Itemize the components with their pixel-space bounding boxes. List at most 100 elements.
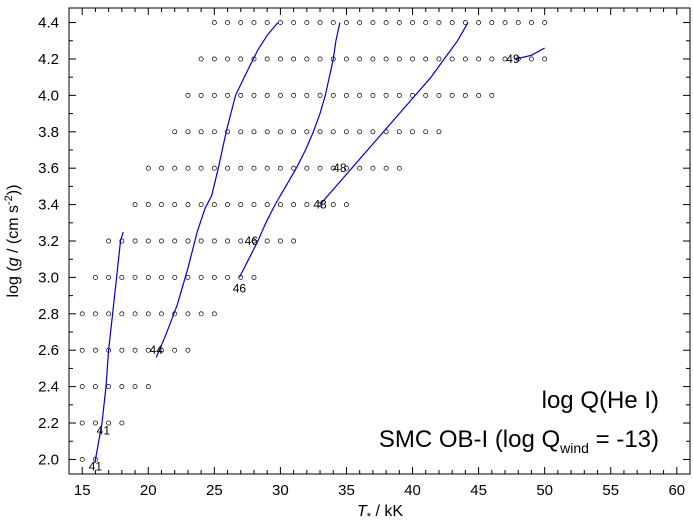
contour-label: 41	[89, 460, 103, 474]
grid-point	[238, 165, 244, 171]
grid-point	[92, 384, 98, 390]
grid-point	[489, 56, 495, 62]
grid-point	[211, 20, 217, 26]
grid-point	[370, 20, 376, 26]
y-tick-label: 2.6	[38, 342, 59, 359]
grid-point	[291, 238, 297, 244]
annotation-line1: log Q(He I)	[542, 387, 659, 414]
grid-point	[238, 92, 244, 98]
annotation-line2-sub: wind	[559, 440, 589, 456]
grid-point	[344, 56, 349, 62]
grid-point	[119, 384, 125, 390]
grid-point	[211, 92, 217, 98]
grid-point	[423, 20, 429, 26]
grid-point	[92, 420, 98, 426]
contour-line-49	[515, 47, 545, 60]
grid-point	[225, 92, 231, 98]
grid-point	[225, 238, 231, 244]
grid-point	[145, 384, 151, 390]
grid-point	[119, 311, 125, 317]
x-tick-label: 35	[338, 482, 355, 499]
grid-point	[264, 238, 270, 244]
grid-point	[238, 20, 244, 26]
grid-point	[106, 420, 112, 426]
grid-point	[238, 129, 244, 135]
y-tick-label: 3.0	[38, 269, 59, 286]
grid-point	[344, 202, 349, 208]
grid-point	[106, 384, 112, 390]
grid-point	[291, 20, 297, 26]
grid-point	[145, 274, 151, 280]
grid-point	[159, 274, 164, 280]
grid-point	[410, 20, 415, 26]
grid-point	[185, 238, 191, 244]
grid-point	[357, 20, 363, 26]
grid-point	[357, 165, 363, 171]
contour-line-41	[94, 231, 124, 464]
grid-point	[79, 456, 85, 462]
grid-point	[277, 92, 283, 98]
grid-point	[383, 92, 389, 98]
y-tick-label: 3.8	[38, 124, 59, 141]
y-tick-label: 4.0	[38, 87, 59, 104]
grid-point	[251, 92, 257, 98]
grid-point	[119, 347, 125, 353]
grid-point	[370, 129, 376, 135]
grid-point	[92, 274, 98, 280]
grid-point	[357, 56, 363, 62]
grid-point	[145, 347, 151, 353]
contour-label: 46	[233, 281, 247, 295]
grid-point	[185, 311, 191, 317]
grid-point	[304, 165, 310, 171]
grid-point	[92, 347, 98, 353]
y-tick-label: 4.2	[38, 51, 59, 68]
grid-point	[132, 384, 138, 390]
grid-point	[436, 129, 442, 135]
grid-point	[383, 56, 389, 62]
grid-point	[251, 274, 257, 280]
contour-label: 46	[245, 234, 259, 248]
grid-point	[251, 202, 257, 208]
x-tick-label: 15	[74, 482, 91, 499]
y-axis-label: log (g / (cm s-2))	[3, 185, 22, 298]
y-tick-label: 3.6	[38, 160, 59, 177]
grid-point	[370, 56, 376, 62]
grid-point	[304, 56, 310, 62]
grid-point	[436, 56, 442, 62]
grid-point	[132, 311, 138, 317]
grid-point	[344, 20, 349, 26]
grid-point	[277, 165, 283, 171]
grid-point	[317, 20, 323, 26]
grid-point	[185, 92, 191, 98]
grid-point	[79, 420, 85, 426]
grid-point	[251, 165, 257, 171]
grid-point	[79, 384, 85, 390]
grid-point	[211, 129, 217, 135]
grid-point	[251, 20, 257, 26]
y-tick-label: 2.8	[38, 306, 59, 323]
grid-point	[542, 56, 548, 62]
grid-point	[264, 165, 270, 171]
grid-point	[159, 165, 164, 171]
grid-point	[357, 129, 363, 135]
grid-point	[344, 129, 349, 135]
grid-point	[344, 165, 349, 171]
grid-point	[423, 56, 429, 62]
grid-point	[357, 92, 363, 98]
x-tick-label: 20	[140, 482, 157, 499]
grid-point	[225, 274, 231, 280]
grid-point	[317, 129, 323, 135]
x-tick-label: 50	[536, 482, 553, 499]
x-tick-label: 45	[470, 482, 487, 499]
grid-point	[436, 20, 442, 26]
grid-point	[304, 202, 310, 208]
grid-point	[317, 56, 323, 62]
grid-point	[211, 165, 217, 171]
grid-point	[264, 20, 270, 26]
grid-point	[489, 20, 495, 26]
grid-point	[132, 238, 138, 244]
contour-line-44	[155, 22, 279, 358]
grid-point	[277, 202, 283, 208]
grid-point	[92, 311, 98, 317]
